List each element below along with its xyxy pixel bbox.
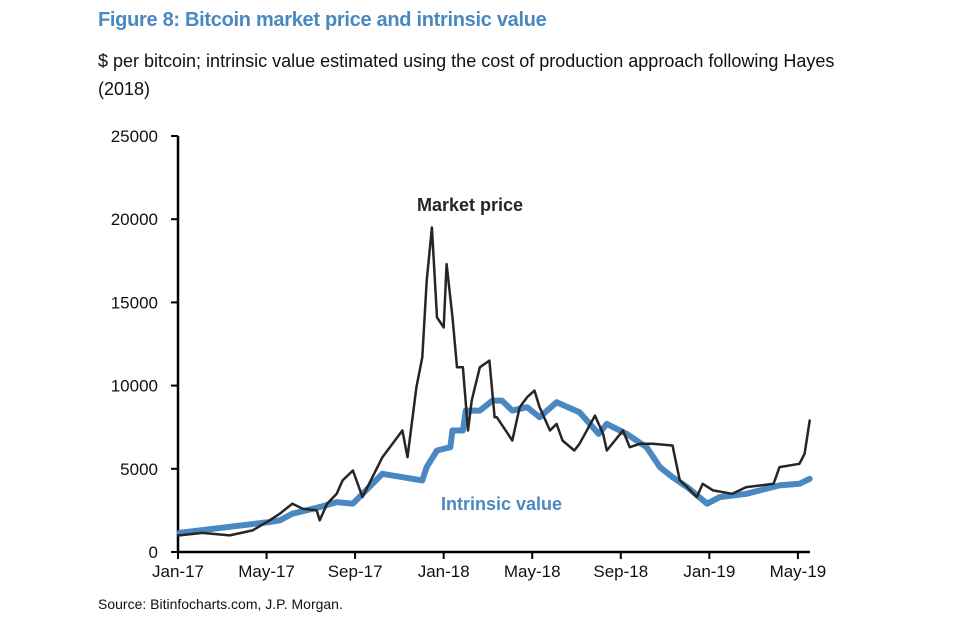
x-tick-label: May-19	[770, 562, 827, 581]
y-tick-label: 5000	[120, 460, 158, 479]
chart-source: Source: Bitinfocharts.com, J.P. Morgan.	[98, 596, 343, 612]
series-layer	[176, 226, 813, 537]
intrinsic-value-label: Intrinsic value	[441, 494, 562, 514]
market-price-line	[176, 226, 811, 537]
y-tick-label: 20000	[111, 210, 158, 229]
x-tick-label: Jan-19	[683, 562, 735, 581]
axes: 0 5000 10000 15000 20000 25000 Jan-17 May-17 Sep…	[111, 127, 827, 581]
y-tick-label: 0	[149, 543, 158, 562]
chart-subtitle: $ per bitcoin; intrinsic value estimated…	[98, 51, 835, 99]
x-tick-label: Sep-18	[593, 562, 648, 581]
x-tick-label: Sep-17	[328, 562, 383, 581]
x-tick-label: May-17	[238, 562, 295, 581]
x-tick-label: May-18	[504, 562, 561, 581]
x-tick-label: Jan-18	[418, 562, 470, 581]
x-tick-label: Jan-17	[152, 562, 204, 581]
market-price-label: Market price	[417, 195, 523, 215]
chart-title: Figure 8: Bitcoin market price and intri…	[98, 9, 547, 31]
y-tick-label: 15000	[111, 293, 158, 312]
y-tick-label: 10000	[111, 377, 158, 396]
y-tick-label: 25000	[111, 127, 158, 146]
